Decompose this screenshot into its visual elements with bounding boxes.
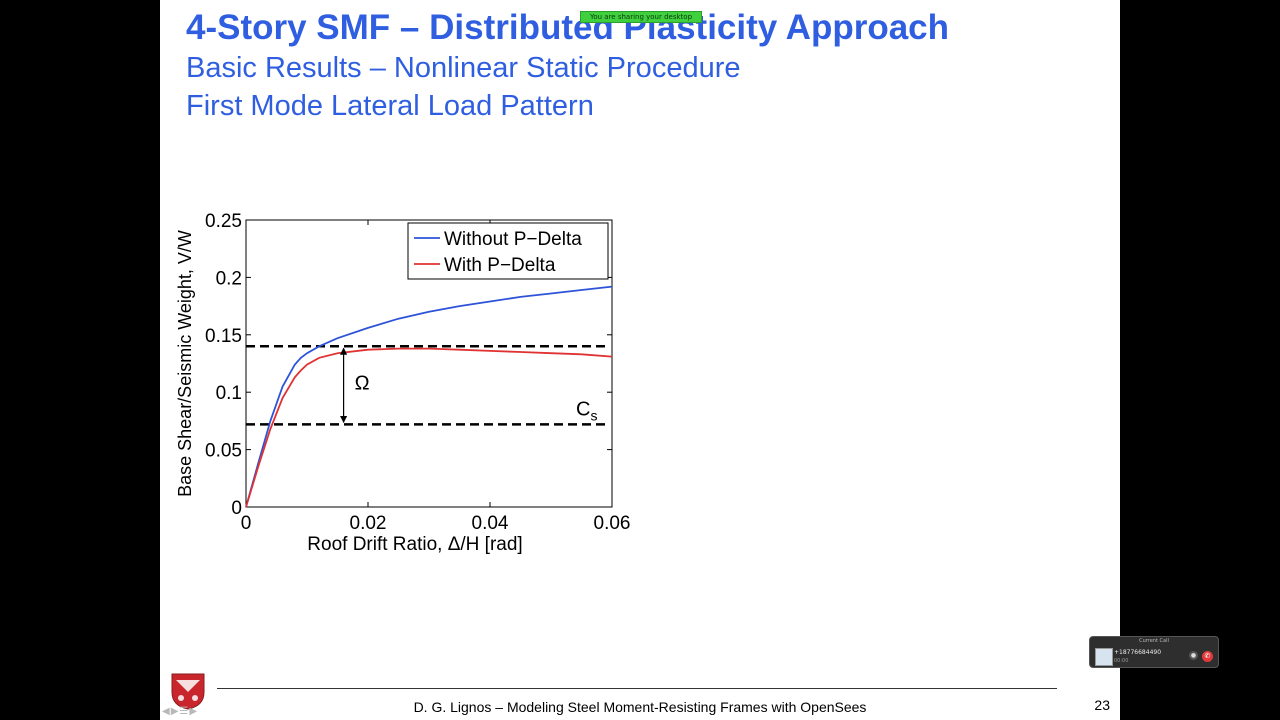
y-tick-label: 0.15 xyxy=(205,326,242,347)
call-timer: 00:00 xyxy=(1114,658,1129,664)
plot-frame xyxy=(245,219,613,508)
y-axis-label: Base Shear/Seismic Weight, V/W xyxy=(175,230,195,497)
y-tick-label: 0.05 xyxy=(205,441,242,462)
series-line-with-pdelta xyxy=(245,347,613,508)
series-line-without-pdelta xyxy=(245,285,613,508)
slide: 4-Story SMF – Distributed Plasticity App… xyxy=(160,0,1120,720)
y-tick-label: 0.1 xyxy=(216,383,242,404)
x-axis-label: Roof Drift Ratio, Δ/H [rad] xyxy=(307,534,522,555)
slide-subtitle-1: Basic Results – Nonlinear Static Procedu… xyxy=(186,52,741,84)
hangup-icon[interactable]: ✆ xyxy=(1202,651,1213,662)
pushover-chart: 0 0.02 0.04 0.06 0 0.05 0.1 0.15 0.2 0.25 Roof Dri… xyxy=(175,211,631,555)
slide-subtitle-2: First Mode Lateral Load Pattern xyxy=(186,90,594,122)
slide-navigation-arrows[interactable]: ◀▶☰▶ xyxy=(162,706,199,717)
legend-label: Without P−Delta xyxy=(444,229,582,250)
footer-divider xyxy=(217,688,1057,689)
x-tick-label: 0 xyxy=(241,513,252,534)
desktop-sharing-banner[interactable]: You are sharing your desktop xyxy=(580,11,702,23)
slide-title: 4-Story SMF – Distributed Plasticity App… xyxy=(186,8,950,47)
x-tick-label: 0.04 xyxy=(472,513,509,534)
page-number: 23 xyxy=(1094,697,1110,713)
microphone-icon[interactable]: ● xyxy=(1189,651,1198,660)
y-tick-label: 0.25 xyxy=(205,211,242,232)
caller-avatar-icon xyxy=(1095,648,1113,666)
cs-label: Cs xyxy=(576,398,597,423)
legend-box xyxy=(407,222,609,280)
y-tick-label: 0.2 xyxy=(216,268,242,289)
legend-label: With P−Delta xyxy=(444,255,556,276)
overstrength-label: Ω xyxy=(355,372,370,394)
x-tick-label: 0.06 xyxy=(594,513,631,534)
call-number: +18776684490 xyxy=(1114,649,1162,656)
footer-text: D. G. Lignos – Modeling Steel Moment-Res… xyxy=(413,699,867,715)
y-tick-label: 0 xyxy=(231,498,242,519)
university-crest-logo xyxy=(171,673,205,710)
current-call-widget[interactable]: Current Call +18776684490 00:00 ● ✆ xyxy=(1089,636,1219,668)
call-title: Current Call xyxy=(1139,638,1169,644)
x-tick-label: 0.02 xyxy=(350,513,387,534)
